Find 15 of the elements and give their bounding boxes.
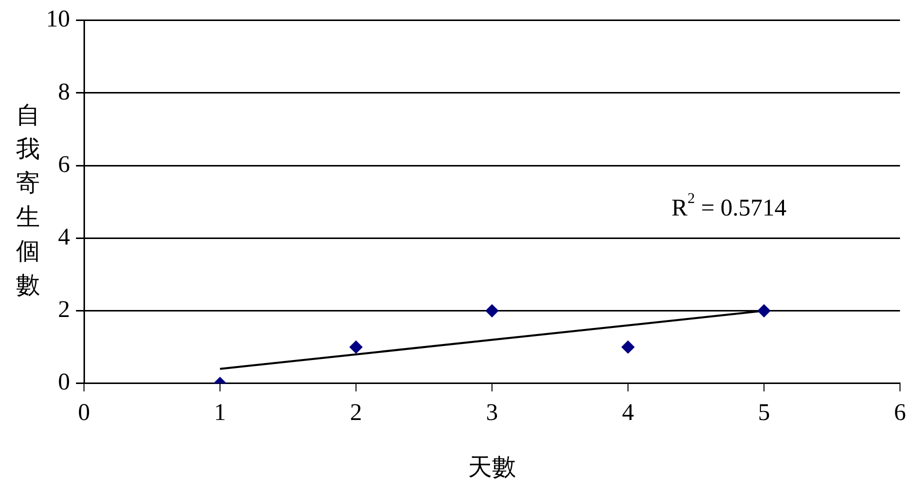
x-tick-label: 3 bbox=[486, 400, 498, 426]
x-tick-label: 0 bbox=[78, 400, 90, 426]
x-tick-label: 2 bbox=[350, 400, 362, 426]
x-tick-label: 1 bbox=[214, 400, 226, 426]
y-tick-label: 0 bbox=[58, 370, 70, 396]
y-tick-label: 2 bbox=[58, 297, 70, 324]
x-tick-label: 5 bbox=[758, 400, 770, 426]
x-tick-label: 4 bbox=[622, 400, 634, 426]
y-tick-label: 6 bbox=[58, 152, 70, 178]
x-axis-title: 天數 bbox=[468, 454, 516, 481]
y-tick-label: 8 bbox=[58, 79, 70, 106]
x-tick-label: 6 bbox=[894, 400, 906, 426]
y-tick-label: 4 bbox=[58, 224, 70, 250]
y-tick-label: 10 bbox=[46, 6, 70, 33]
y-axis-title: 自我寄生個數 bbox=[16, 103, 40, 300]
